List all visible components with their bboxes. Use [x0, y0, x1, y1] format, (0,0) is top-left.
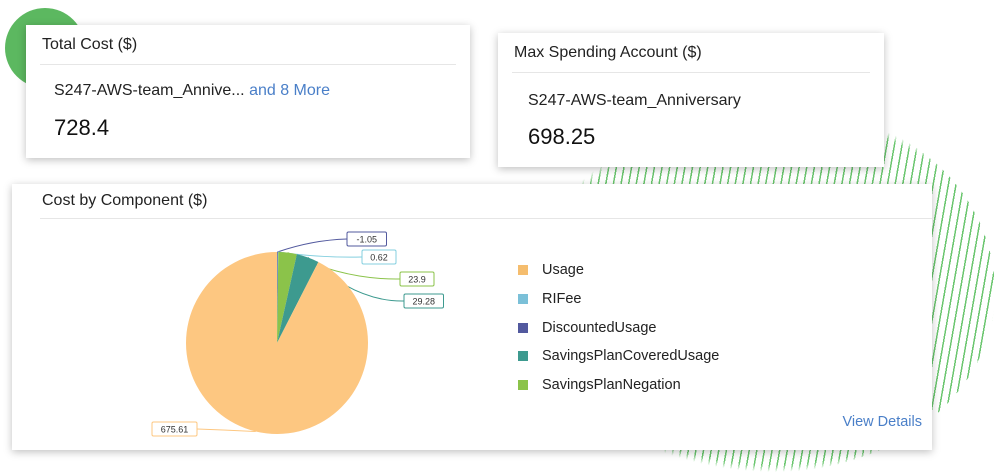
- account-name: S247-AWS-team_Anniversary: [528, 92, 741, 109]
- account-name: S247-AWS-team_Annive...: [54, 82, 245, 99]
- legend-item[interactable]: SavingsPlanNegation: [518, 371, 719, 400]
- legend-swatch: [518, 380, 528, 391]
- data-label: 675.61: [161, 425, 189, 435]
- data-label: 29.28: [412, 297, 435, 307]
- legend-label: DiscountedUsage: [542, 319, 657, 336]
- data-label-box: [399, 271, 435, 287]
- legend-swatch: [518, 351, 528, 362]
- data-label-box: [361, 249, 397, 265]
- pie-slice-SavingsPlanCoveredUsage[interactable]: [277, 254, 319, 343]
- legend-label: Usage: [542, 262, 584, 279]
- card-title: Total Cost ($): [42, 36, 138, 53]
- pie-slice-RIFee[interactable]: [277, 252, 279, 343]
- divider: [512, 72, 870, 73]
- leader-line: [196, 428, 256, 432]
- cost-by-component-card: Cost by Component ($) -1.05 0.62 23.9 29.28…: [12, 184, 932, 450]
- legend-item[interactable]: DiscountedUsage: [518, 313, 719, 342]
- data-label-box: [151, 421, 198, 437]
- legend-swatch: [518, 322, 528, 333]
- card-title: Cost by Component ($): [42, 192, 208, 209]
- leader-line: [277, 238, 348, 253]
- max-spending-card: Max Spending Account ($) S247-AWS-team_A…: [498, 33, 884, 167]
- data-label: -1.05: [356, 235, 377, 245]
- pie-slice-SavingsPlanNegation[interactable]: [277, 252, 297, 343]
- data-label: 0.62: [370, 253, 388, 263]
- pie-slice-Usage[interactable]: [186, 252, 368, 434]
- legend-item[interactable]: SavingsPlanCoveredUsage: [518, 342, 719, 371]
- legend-label: SavingsPlanNegation: [542, 377, 681, 394]
- card-title: Max Spending Account ($): [514, 44, 702, 61]
- data-label: 23.9: [408, 275, 426, 285]
- more-accounts-link[interactable]: and 8 More: [249, 82, 330, 99]
- data-label-box: [346, 231, 387, 247]
- legend-label: RIFee: [542, 291, 582, 308]
- chart-legend: Usage RIFee DiscountedUsage SavingsPlanCove…: [518, 256, 719, 399]
- legend-label: SavingsPlanCoveredUsage: [542, 348, 720, 365]
- view-details-link[interactable]: View Details: [842, 414, 922, 430]
- pie-slice-DiscountedUsage[interactable]: [277, 252, 278, 343]
- total-cost-value: 728.4: [54, 115, 110, 140]
- total-cost-card: Total Cost ($) S247-AWS-team_Annive... a…: [26, 25, 470, 158]
- legend-item[interactable]: RIFee: [518, 285, 719, 314]
- divider: [40, 218, 932, 219]
- max-spending-value: 698.25: [528, 124, 596, 149]
- legend-item[interactable]: Usage: [518, 256, 719, 285]
- divider: [40, 64, 456, 65]
- data-label-box: [403, 293, 444, 309]
- pie-chart: -1.05 0.62 23.9 29.28 675.61: [151, 231, 444, 437]
- legend-swatch: [518, 265, 528, 276]
- legend-swatch: [518, 294, 528, 305]
